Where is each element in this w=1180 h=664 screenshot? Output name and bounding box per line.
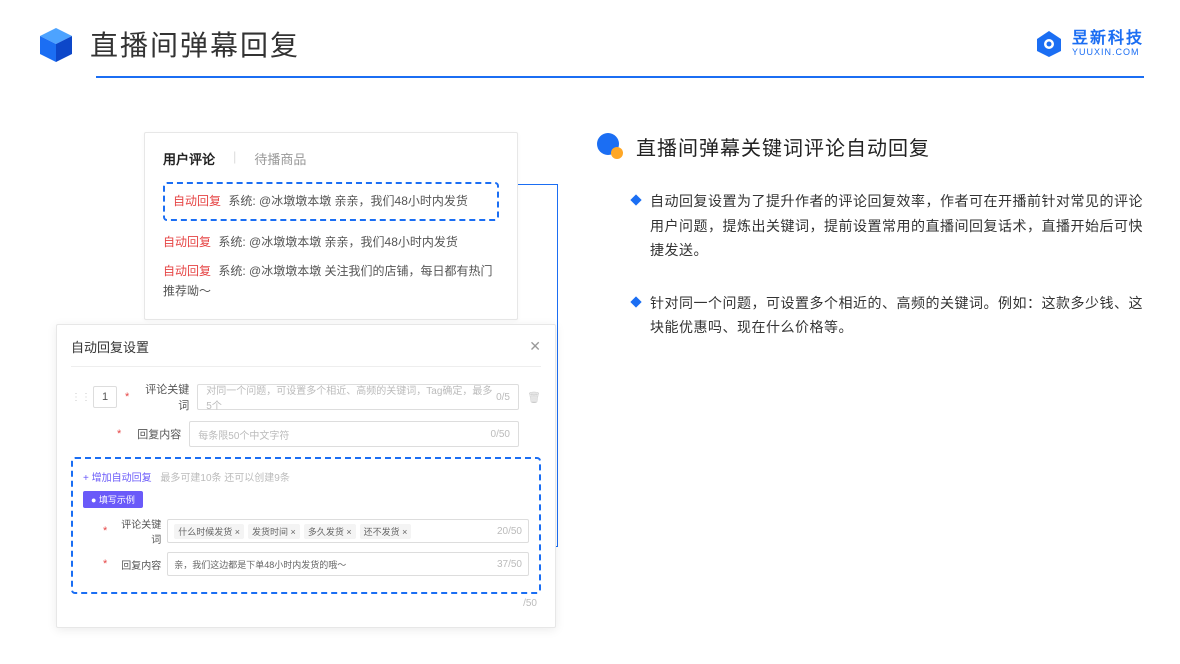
section-header: 直播间弹幕关键词评论自动回复 — [596, 132, 1144, 161]
bullet-text: 针对同一个问题，可设置多个相近的、高频的关键词。例如：这款多少钱、这块能优惠吗、… — [650, 291, 1144, 340]
comment-text: 系统: @冰墩墩本墩 关注我们的店铺，每日都有热门推荐呦～ — [163, 264, 493, 297]
comment-row: 自动回复 系统: @冰墩墩本墩 亲亲，我们48小时内发货 — [163, 233, 499, 252]
example-keyword-counter: 20/50 — [497, 526, 522, 537]
keyword-counter: 0/5 — [496, 392, 510, 403]
required-star: * — [103, 525, 107, 537]
content-label: 回复内容 — [129, 426, 181, 442]
add-auto-reply-link[interactable]: + 增加自动回复 最多可建10条 还可以创建9条 — [83, 469, 529, 484]
example-keyword-row: * 评论关键词 什么时候发货 × 发货时间 × 多久发货 × 还不发货 × 20… — [83, 516, 529, 546]
connector-line — [557, 184, 558, 546]
bullet-item: 自动回复设置为了提升作者的评论回复效率，作者可在开播前针对常见的评论用户问题，提… — [596, 189, 1144, 263]
highlighted-comment: 自动回复 系统: @冰墩墩本墩 亲亲，我们48小时内发货 — [163, 182, 499, 221]
drag-handle-icon[interactable]: ⋮⋮ — [71, 392, 85, 403]
rule-index: 1 — [93, 386, 117, 408]
bullet-item: 针对同一个问题，可设置多个相近的、高频的关键词。例如：这款多少钱、这块能优惠吗、… — [596, 291, 1144, 340]
content-input[interactable]: 每条限50个中文字符 0/50 — [189, 421, 519, 447]
example-content-label: 回复内容 — [113, 557, 161, 572]
brand-name-cn: 昱新科技 — [1072, 30, 1144, 48]
keyword-tag[interactable]: 还不发货 × — [360, 524, 412, 539]
section-title: 直播间弹幕关键词评论自动回复 — [636, 132, 930, 161]
comment-text: 系统: @冰墩墩本墩 亲亲，我们48小时内发货 — [228, 194, 468, 208]
brand-name-en: YUUXIN.COM — [1072, 48, 1144, 58]
comment-row: 自动回复 系统: @冰墩墩本墩 关注我们的店铺，每日都有热门推荐呦～ — [163, 262, 499, 300]
connector-line — [518, 184, 558, 185]
delete-icon[interactable]: 🗑 — [527, 391, 541, 404]
required-star: * — [103, 558, 107, 570]
bullet-text: 自动回复设置为了提升作者的评论回复效率，作者可在开播前针对常见的评论用户问题，提… — [650, 189, 1144, 263]
content-counter: 0/50 — [491, 429, 510, 440]
auto-reply-badge: 自动回复 — [163, 235, 211, 249]
diamond-bullet-icon — [630, 296, 641, 307]
tab-pending-products[interactable]: 待播商品 — [254, 149, 306, 168]
comment-text: 系统: @冰墩墩本墩 亲亲，我们48小时内发货 — [218, 235, 458, 249]
auto-reply-badge: 自动回复 — [163, 264, 211, 278]
brand-logo: 昱新科技 YUUXIN.COM — [1034, 29, 1144, 59]
comments-panel: 用户评论 | 待播商品 自动回复 系统: @冰墩墩本墩 亲亲，我们48小时内发货… — [144, 132, 518, 320]
example-content-counter: 37/50 — [497, 559, 522, 570]
modal-title: 自动回复设置 — [71, 337, 149, 356]
tab-bar: 用户评论 | 待播商品 — [163, 149, 499, 168]
required-star: * — [125, 391, 129, 403]
modal-header: 自动回复设置 ✕ — [71, 337, 541, 367]
screenshot-mock: 用户评论 | 待播商品 自动回复 系统: @冰墩墩本墩 亲亲，我们48小时内发货… — [36, 112, 556, 368]
description-panel: 直播间弹幕关键词评论自动回复 自动回复设置为了提升作者的评论回复效率，作者可在开… — [596, 112, 1144, 368]
comment-row: 自动回复 系统: @冰墩墩本墩 亲亲，我们48小时内发货 — [173, 192, 489, 211]
form-row-content: * 回复内容 每条限50个中文字符 0/50 🗑 — [71, 421, 541, 447]
example-content-text: 亲，我们这边都是下单48小时内发货的哦～ — [174, 558, 346, 571]
header-left: 直播间弹幕回复 — [36, 24, 300, 64]
keyword-tag[interactable]: 什么时候发货 × — [174, 524, 244, 539]
example-section: + 增加自动回复 最多可建10条 还可以创建9条 ● 填写示例 * 评论关键词 … — [71, 457, 541, 594]
keyword-tag[interactable]: 发货时间 × — [248, 524, 300, 539]
form-row-keyword: ⋮⋮ 1 * 评论关键词 对同一个问题，可设置多个相近、高频的关键词，Tag确定… — [71, 381, 541, 413]
tab-user-comments[interactable]: 用户评论 — [163, 149, 215, 168]
required-star: * — [117, 428, 121, 440]
auto-reply-badge: 自动回复 — [173, 194, 221, 208]
auto-reply-settings-modal: 自动回复设置 ✕ ⋮⋮ 1 * 评论关键词 对同一个问题，可设置多个相近、高频的… — [56, 324, 556, 628]
keyword-tag[interactable]: 多久发货 × — [304, 524, 356, 539]
cube-icon — [36, 24, 76, 64]
close-icon[interactable]: ✕ — [529, 338, 541, 355]
example-content-input[interactable]: 亲，我们这边都是下单48小时内发货的哦～ 37/50 — [167, 552, 529, 576]
example-keyword-label: 评论关键词 — [113, 516, 161, 546]
page-header: 直播间弹幕回复 昱新科技 YUUXIN.COM — [0, 0, 1180, 72]
page-title: 直播间弹幕回复 — [90, 24, 300, 64]
example-badge: ● 填写示例 — [83, 491, 143, 508]
input-placeholder: 每条限50个中文字符 — [198, 427, 289, 442]
diamond-bullet-icon — [630, 194, 641, 205]
keyword-input[interactable]: 对同一个问题，可设置多个相近、高频的关键词，Tag确定，最多5个 0/5 — [197, 384, 519, 410]
bottom-counter: /50 — [71, 598, 541, 609]
input-placeholder: 对同一个问题，可设置多个相近、高频的关键词，Tag确定，最多5个 — [206, 382, 496, 412]
tab-separator: | — [233, 149, 236, 168]
brand-mark-icon — [1034, 29, 1064, 59]
add-hint: 最多可建10条 还可以创建9条 — [160, 473, 289, 484]
example-content-row: * 回复内容 亲，我们这边都是下单48小时内发货的哦～ 37/50 — [83, 552, 529, 576]
keyword-label: 评论关键词 — [137, 381, 189, 413]
chat-bubble-icon — [596, 133, 624, 161]
example-keyword-input[interactable]: 什么时候发货 × 发货时间 × 多久发货 × 还不发货 × 20/50 — [167, 519, 529, 543]
